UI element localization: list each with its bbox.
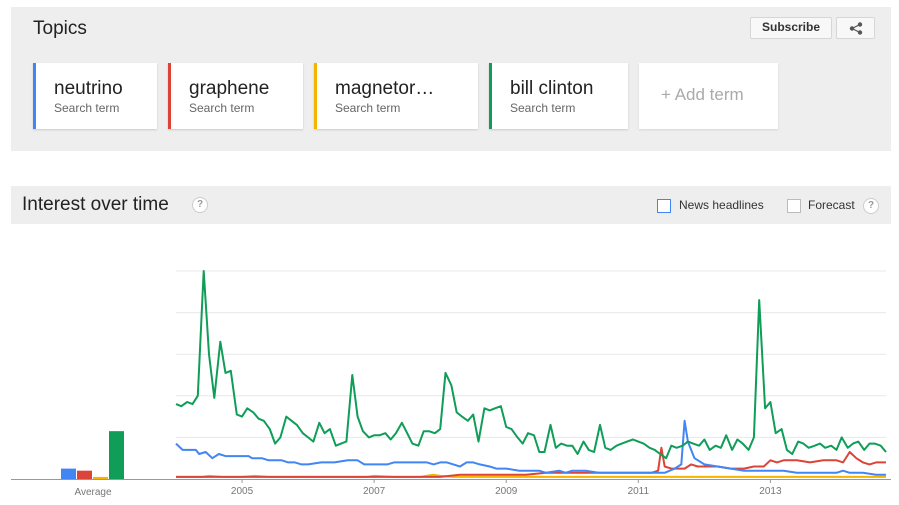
interest-chart: Average 2005 2007 2009 2011 2013 [11,270,891,498]
term-type: Search term [510,101,576,115]
term-color-bar [33,63,36,129]
series-line-bill-clinton[interactable] [175,270,887,460]
term-type: Search term [335,101,401,115]
average-label: Average [74,487,112,498]
term-card-neutrino[interactable]: neutrino Search term [33,63,157,129]
term-name: neutrino [54,78,123,99]
term-color-bar [314,63,317,129]
forecast-checkbox[interactable] [787,199,801,213]
add-term-button[interactable]: + Add term [639,63,778,129]
interest-title: Interest over time [22,194,169,215]
topics-panel: Topics Subscribe neutrino Search term gr… [11,7,891,151]
news-headlines-checkbox[interactable] [657,199,671,213]
average-bars [61,431,124,479]
term-name: bill clinton [510,78,594,99]
term-type: Search term [54,101,120,115]
term-color-bar [489,63,492,129]
news-headlines-label: News headlines [679,198,764,212]
subscribe-button[interactable]: Subscribe [750,17,832,39]
forecast-label: Forecast [808,198,855,212]
topics-title: Topics [33,18,87,39]
interest-over-time-header: Interest over time ? News headlines Fore… [11,186,891,224]
term-name: magnetor… [335,78,435,99]
x-tick-label: 2007 [363,486,386,497]
chart-grid [176,270,886,438]
x-tick-label: 2013 [759,486,782,497]
x-tick-label: 2011 [628,486,650,497]
average-bar-magnetor-[interactable] [93,476,108,479]
term-card-magnetor[interactable]: magnetor… Search term [314,63,478,129]
average-bar-graphene[interactable] [77,470,92,479]
x-tick-label: 2009 [495,486,518,497]
series-line-graphene[interactable] [176,446,886,478]
x-axis-ticks: 2005 2007 2009 2011 2013 [231,479,782,497]
term-type: Search term [189,101,255,115]
average-bar-bill-clinton[interactable] [109,431,124,479]
term-name: graphene [189,78,270,99]
series-line-neutrino[interactable] [175,419,886,476]
term-card-bill-clinton[interactable]: bill clinton Search term [489,63,628,129]
average-bar-neutrino[interactable] [61,468,76,479]
forecast-help-icon[interactable]: ? [863,198,879,214]
series-lines [175,270,887,478]
term-color-bar [168,63,171,129]
x-tick-label: 2005 [231,486,254,497]
share-button[interactable] [836,17,875,39]
term-card-graphene[interactable]: graphene Search term [168,63,303,129]
help-icon[interactable]: ? [192,197,208,213]
add-term-label: + Add term [661,85,744,104]
share-icon [849,22,863,35]
